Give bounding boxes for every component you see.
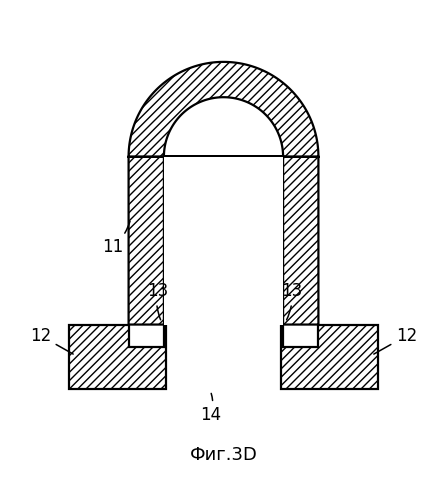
Polygon shape [69,324,166,389]
Polygon shape [164,157,283,324]
Polygon shape [281,324,378,389]
Text: 13: 13 [147,282,168,320]
Text: Фиг.3D: Фиг.3D [190,446,257,464]
Text: 11: 11 [102,221,130,256]
Text: 12: 12 [30,326,73,354]
Polygon shape [129,62,318,324]
Text: 14: 14 [200,393,221,424]
Text: 13: 13 [281,282,303,320]
Text: 12: 12 [374,326,417,354]
